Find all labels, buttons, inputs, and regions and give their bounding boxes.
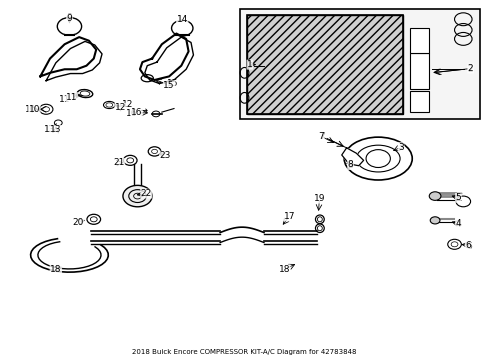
Text: 4: 4 — [455, 220, 460, 229]
Ellipse shape — [344, 137, 411, 180]
Bar — [409, 53, 428, 89]
Text: 22: 22 — [141, 189, 152, 198]
Circle shape — [428, 192, 440, 201]
Text: 13: 13 — [50, 126, 61, 135]
Text: 2: 2 — [467, 64, 472, 73]
Text: 17: 17 — [283, 212, 294, 221]
Text: 1: 1 — [246, 60, 252, 69]
Text: 16: 16 — [131, 108, 142, 117]
Text: 11: 11 — [59, 95, 70, 104]
Text: 9: 9 — [66, 13, 72, 22]
Text: 10: 10 — [29, 105, 40, 114]
Text: 12: 12 — [115, 103, 126, 112]
Text: 10: 10 — [25, 105, 36, 114]
Text: 20: 20 — [72, 218, 84, 227]
Text: 15: 15 — [163, 81, 175, 90]
Text: 7: 7 — [318, 132, 324, 141]
Text: 13: 13 — [44, 126, 56, 135]
Text: 14: 14 — [176, 15, 187, 24]
Circle shape — [122, 185, 152, 207]
Text: 18: 18 — [278, 265, 289, 274]
Text: 8: 8 — [347, 161, 353, 170]
Text: 11: 11 — [66, 93, 78, 102]
Bar — [409, 28, 428, 53]
Text: 6: 6 — [465, 240, 470, 249]
Bar — [409, 91, 428, 112]
Text: 2018 Buick Encore COMPRESSOR KIT-A/C Diagram for 42783848: 2018 Buick Encore COMPRESSOR KIT-A/C Dia… — [132, 349, 356, 355]
Text: 3: 3 — [396, 141, 402, 150]
Bar — [246, 15, 402, 114]
Text: 21: 21 — [113, 158, 124, 167]
Text: 5: 5 — [455, 193, 460, 202]
Text: 23: 23 — [159, 151, 171, 160]
Text: 14: 14 — [176, 15, 187, 24]
Text: 15: 15 — [166, 79, 178, 88]
Text: 7: 7 — [319, 132, 325, 141]
Bar — [246, 15, 402, 114]
Text: 2: 2 — [467, 65, 472, 74]
Text: →: → — [139, 106, 147, 116]
Text: 8: 8 — [347, 161, 353, 170]
Polygon shape — [341, 148, 363, 166]
Text: 1: 1 — [246, 61, 252, 70]
Text: 16: 16 — [126, 109, 137, 118]
Text: 6: 6 — [465, 242, 471, 251]
Circle shape — [429, 217, 439, 224]
Text: ←: ← — [74, 92, 82, 102]
Text: 19: 19 — [313, 194, 325, 203]
Text: 9: 9 — [66, 14, 72, 23]
Text: 4: 4 — [455, 219, 460, 228]
Text: 12: 12 — [122, 100, 133, 109]
Bar — [239, 9, 479, 119]
Text: 5: 5 — [455, 193, 460, 202]
Text: 18: 18 — [50, 265, 61, 274]
Text: 3: 3 — [397, 143, 403, 152]
